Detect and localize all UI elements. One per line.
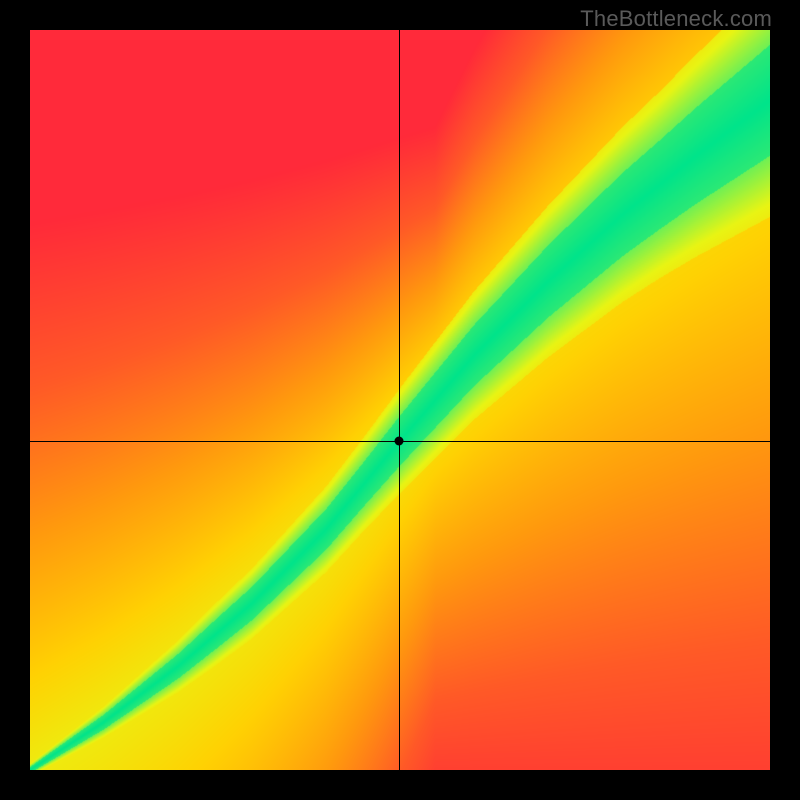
crosshair-vertical [399, 30, 400, 770]
heatmap-canvas [30, 30, 770, 770]
watermark-text: TheBottleneck.com [580, 6, 772, 32]
heatmap-plot [30, 30, 770, 770]
crosshair-marker [394, 436, 403, 445]
